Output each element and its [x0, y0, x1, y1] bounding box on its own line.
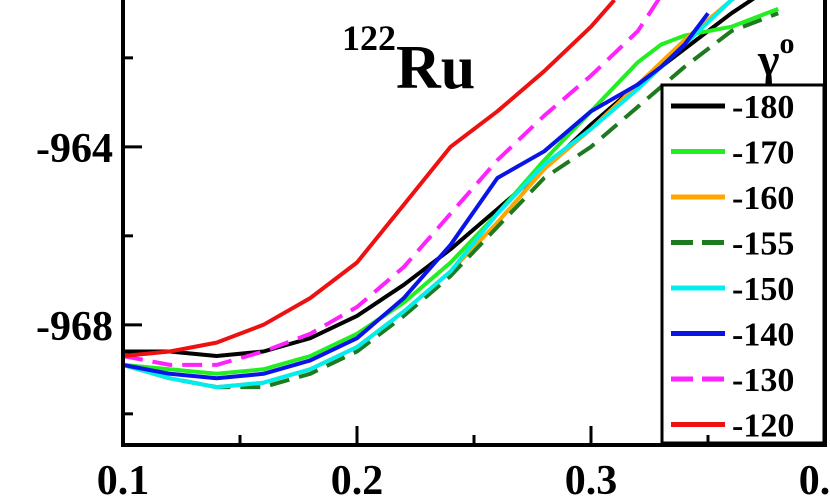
x-tick-label-1: 0.2	[331, 458, 384, 498]
chart-title: 122Ru	[342, 18, 475, 102]
legend-label-4: -150	[732, 271, 794, 308]
series-line-7	[123, 0, 616, 358]
series-line-6	[123, 0, 661, 367]
legend-label-2: -160	[732, 180, 794, 217]
chart-title-superscript: 122	[342, 18, 396, 58]
legend-title-main: γ	[757, 34, 780, 85]
legend-title-superscript: o	[780, 27, 795, 60]
x-tick-label-2: 0.3	[565, 458, 618, 498]
legend: γo -180 -170 -160 -155 -150 -140 -130 -120	[660, 27, 826, 445]
y-tick-label-1: -968	[36, 304, 113, 350]
series-layer	[123, 0, 779, 390]
series-line-1	[123, 7, 779, 376]
legend-label-7: -120	[732, 408, 794, 445]
x-tick-label-0: 0.1	[97, 458, 150, 498]
y-tick-label-0: -964	[36, 126, 113, 172]
legend-title: γo	[757, 27, 795, 85]
chart-title-main: Ru	[396, 34, 475, 102]
x-tick-label-3: 0.4	[799, 458, 830, 498]
legend-label-3: -155	[732, 226, 794, 263]
legend-label-1: -170	[732, 135, 794, 172]
series-line-3	[123, 11, 779, 390]
legend-label-5: -140	[732, 317, 794, 354]
legend-label-6: -130	[732, 362, 794, 399]
series-line-5	[123, 12, 710, 381]
axis-layer: 0.1 0.2 0.3 0.4 -964 -968	[36, 0, 830, 498]
legend-label-0: -180	[732, 89, 794, 126]
